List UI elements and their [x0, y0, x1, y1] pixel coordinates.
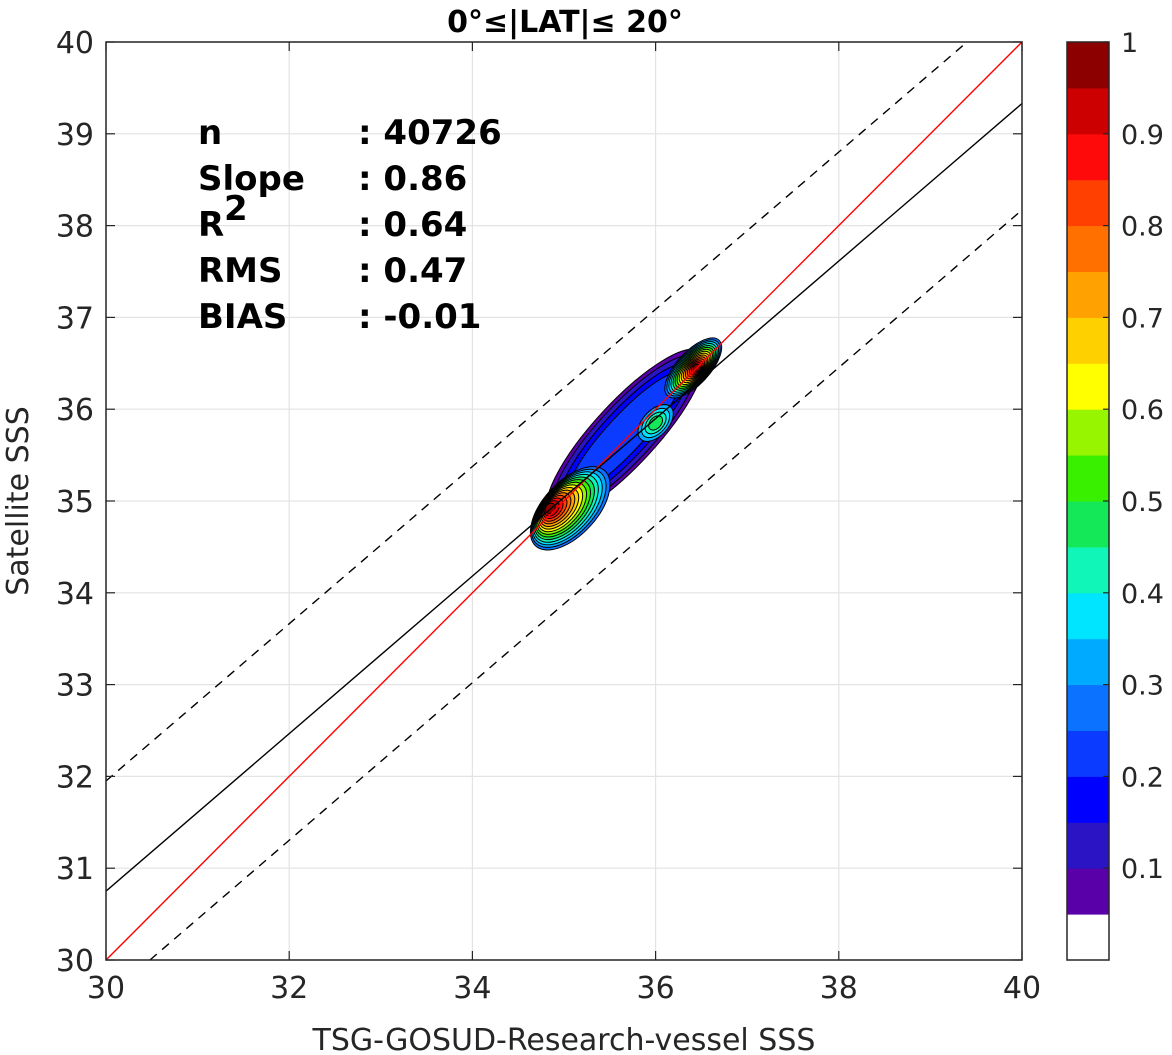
stat-label: Slope: [198, 159, 305, 199]
stat-label: RMS: [198, 251, 283, 291]
y-axis-label: Satellite SSS: [1, 406, 36, 596]
colorbar-band: [1067, 87, 1109, 135]
colorbar-tick-label: 1: [1121, 28, 1138, 59]
x-tick-label: 38: [820, 971, 858, 1006]
colorbar: 0.1 0.2 0.3 0.4 0.5 0.6 0.7 0.8 0.9 1: [1066, 28, 1164, 961]
colorbar-band: [1067, 592, 1109, 640]
y-tick-label: 37: [56, 301, 94, 336]
colorbar-band: [1067, 684, 1109, 731]
colorbar-band: [1067, 179, 1109, 227]
stat-superscript: 2: [224, 189, 248, 229]
colorbar-band: [1067, 42, 1109, 89]
colorbar-tick-label: 0.3: [1121, 671, 1164, 702]
chart-title: 0°≤|LAT|≤ 20°: [447, 5, 683, 40]
stat-label: R: [198, 205, 224, 245]
x-tick-label: 40: [1003, 971, 1041, 1006]
colorbar-band: [1067, 501, 1109, 548]
y-tick-label: 33: [56, 669, 94, 704]
stat-value: : 0.47: [358, 251, 467, 291]
x-axis-label: TSG-GOSUD-Research-vessel SSS: [312, 1023, 816, 1055]
colorbar-band: [1067, 133, 1109, 181]
x-axis-ticks: 30 32 34 36 38 40: [87, 42, 1041, 1006]
x-tick-label: 32: [270, 971, 308, 1006]
y-tick-label: 31: [56, 852, 94, 887]
colorbar-band: [1067, 455, 1109, 502]
colorbar-tick-label: 0.5: [1121, 487, 1164, 518]
colorbar-band: [1067, 363, 1109, 410]
stat-value: : -0.01: [358, 297, 481, 337]
contour-level: [648, 415, 664, 431]
y-tick-label: 39: [56, 118, 94, 153]
y-tick-label: 35: [56, 485, 94, 520]
colorbar-tick-label: 0.1: [1121, 854, 1164, 885]
y-tick-label: 38: [56, 210, 94, 245]
colorbar-band: [1067, 409, 1109, 456]
reference-lines: [105, 41, 1023, 961]
colorbar-band: [1067, 225, 1109, 272]
colorbar-band: [1067, 638, 1109, 686]
colorbar-tick-label: 0.8: [1121, 212, 1164, 243]
stat-value: : 0.86: [358, 159, 467, 199]
y-tick-label: 32: [56, 760, 94, 795]
colorbar-tick-label: 0.2: [1121, 762, 1164, 793]
x-tick-label: 30: [87, 971, 125, 1006]
stats-box: n : 40726 Slope : 0.86 R 2 : 0.64 RMS : 0.47 BIAS…: [198, 113, 502, 337]
y-tick-label: 40: [56, 26, 94, 61]
colorbar-band: [1067, 868, 1109, 915]
colorbar-band: [1067, 776, 1109, 823]
colorbar-tick-label: 0.6: [1121, 395, 1164, 426]
y-axis-ticks: 30 31 32 33 34 35 36 37 38 39 40: [56, 26, 1022, 979]
regression-line: [105, 102, 1023, 892]
x-tick-label: 34: [453, 971, 491, 1006]
x-tick-label: 36: [637, 971, 675, 1006]
y-tick-label: 36: [56, 393, 94, 428]
colorbar-band: [1067, 546, 1109, 594]
stat-label: BIAS: [198, 297, 287, 337]
colorbar-band: [1067, 271, 1109, 318]
stat-value: : 0.64: [358, 205, 467, 245]
colorbar-tick-label: 0.7: [1121, 303, 1164, 334]
y-tick-label: 34: [56, 577, 94, 612]
stat-value: : 40726: [358, 113, 502, 153]
stat-label: n: [198, 113, 222, 153]
colorbar-band: [1067, 317, 1109, 364]
colorbar-band: [1067, 914, 1109, 961]
colorbar-tick-label: 0.4: [1121, 579, 1164, 610]
one-to-one-line: [105, 41, 1023, 961]
colorbar-band: [1067, 822, 1109, 869]
y-tick-label: 30: [56, 944, 94, 979]
upper-bound-line: [105, 41, 968, 782]
colorbar-tick-label: 0.9: [1121, 120, 1164, 151]
colorbar-band: [1067, 730, 1109, 777]
